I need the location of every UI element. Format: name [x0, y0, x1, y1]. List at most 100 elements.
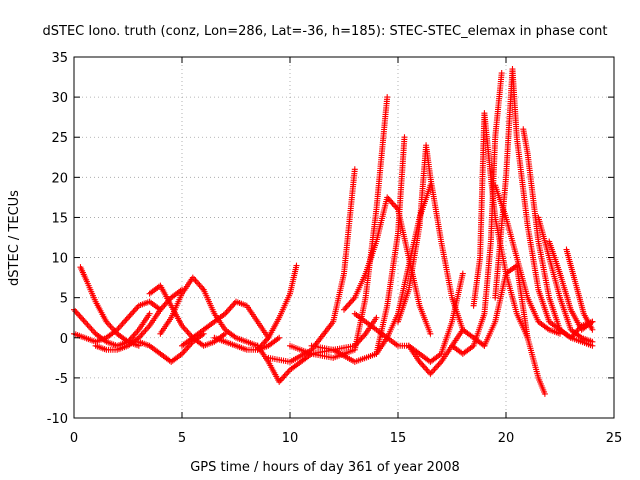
x-tick-label: 10: [282, 431, 299, 446]
y-tick-label: 15: [51, 211, 68, 226]
data-point-plus: [76, 312, 83, 319]
data-series: [520, 126, 596, 341]
data-point-plus: [106, 321, 113, 328]
data-series: [179, 298, 272, 349]
data-series: [71, 298, 164, 345]
data-point-plus: [130, 308, 137, 315]
data-point-plus: [127, 311, 134, 318]
data-point-plus: [133, 329, 140, 336]
data-point-plus: [432, 364, 439, 371]
data-series: [563, 246, 596, 333]
data-point-plus: [223, 309, 230, 316]
data-point-plus: [77, 314, 84, 321]
data-point-plus: [386, 197, 393, 204]
data-point-plus: [342, 305, 349, 312]
data-series: [254, 262, 300, 353]
data-point-plus: [419, 361, 426, 368]
data-point-plus: [195, 280, 202, 287]
data-point-plus: [197, 283, 204, 290]
data-point-plus: [72, 308, 79, 315]
data-series: [492, 182, 563, 337]
x-tick-label: 0: [70, 431, 78, 446]
data-series: [470, 110, 531, 341]
data-point-plus: [278, 375, 285, 382]
data-point-plus: [142, 327, 149, 334]
data-point-plus: [181, 347, 188, 354]
data-point-plus: [228, 303, 235, 310]
data-point-plus: [276, 334, 283, 341]
x-tick-label: 15: [390, 431, 407, 446]
data-point-plus: [116, 323, 123, 330]
data-point-plus: [141, 328, 148, 335]
grid: [74, 57, 614, 418]
data-point-plus: [81, 318, 88, 325]
x-axis: 0 5 10 15 20 25: [70, 57, 622, 446]
chart-title: dSTEC Iono. truth (conz, Lon=286, Lat=-3…: [43, 24, 608, 39]
x-axis-label: GPS time / hours of day 361 of year 2008: [190, 460, 460, 475]
data-point-plus: [423, 366, 430, 373]
data-point-plus: [180, 349, 187, 356]
data-point-plus: [125, 314, 131, 321]
data-point-plus: [541, 390, 548, 397]
data-point-plus: [349, 297, 356, 304]
data-point-plus: [193, 279, 200, 286]
data-marks: [71, 66, 596, 397]
data-point-plus: [373, 314, 380, 321]
data-point-plus: [133, 305, 140, 312]
data-series: [146, 282, 229, 349]
data-point-plus: [293, 262, 300, 269]
data-point-plus: [420, 363, 427, 370]
data-point-plus: [389, 200, 396, 207]
data-point-plus: [392, 203, 399, 210]
y-axis-label: dSTEC / TECUs: [7, 190, 22, 286]
data-point-plus: [224, 307, 231, 314]
data-series: [265, 166, 358, 365]
y-tick-label: -5: [55, 372, 68, 387]
data-point-plus: [285, 368, 292, 375]
data-point-plus: [358, 335, 365, 342]
data-point-plus: [79, 315, 86, 322]
data-point-plus: [122, 317, 129, 324]
y-axis: -10 -5 0 5 10 15 20 25 30 35: [47, 51, 614, 427]
data-point-plus: [118, 322, 125, 329]
x-tick-label: 20: [498, 431, 515, 446]
data-point-plus: [390, 201, 397, 208]
data-point-plus: [589, 338, 596, 345]
data-point-plus: [262, 337, 269, 344]
data-point-plus: [422, 364, 428, 371]
data-point-plus: [146, 310, 153, 317]
data-series: [395, 142, 466, 333]
data-point-plus: [498, 70, 505, 77]
y-tick-label: 5: [60, 292, 68, 307]
data-series: [492, 66, 596, 349]
data-point-plus: [131, 307, 138, 314]
y-tick-label: 25: [51, 131, 68, 146]
data-point-plus: [401, 134, 408, 141]
data-point-plus: [589, 318, 596, 325]
data-point-plus: [347, 299, 354, 306]
data-point-plus: [226, 306, 233, 313]
data-point-plus: [346, 300, 353, 307]
y-tick-label: 35: [51, 51, 68, 66]
data-point-plus: [91, 329, 98, 336]
data-point-plus: [181, 325, 188, 332]
data-point-plus: [459, 270, 466, 277]
data-point-plus: [84, 321, 91, 328]
data-series: [157, 274, 207, 337]
data-point-plus: [138, 331, 145, 338]
data-series: [308, 134, 408, 365]
data-point-plus: [434, 363, 441, 370]
data-series: [341, 194, 434, 337]
data-point-plus: [185, 330, 192, 337]
data-point-plus: [143, 325, 150, 332]
plot-frame: [73, 56, 615, 419]
data-point-plus: [88, 326, 95, 333]
data-series: [535, 214, 596, 345]
data-point-plus: [123, 316, 130, 323]
data-point-plus: [137, 333, 144, 340]
y-tick-label: 30: [51, 91, 68, 106]
data-point-plus: [73, 309, 80, 316]
data-point-plus: [107, 323, 114, 330]
data-point-plus: [139, 330, 146, 337]
